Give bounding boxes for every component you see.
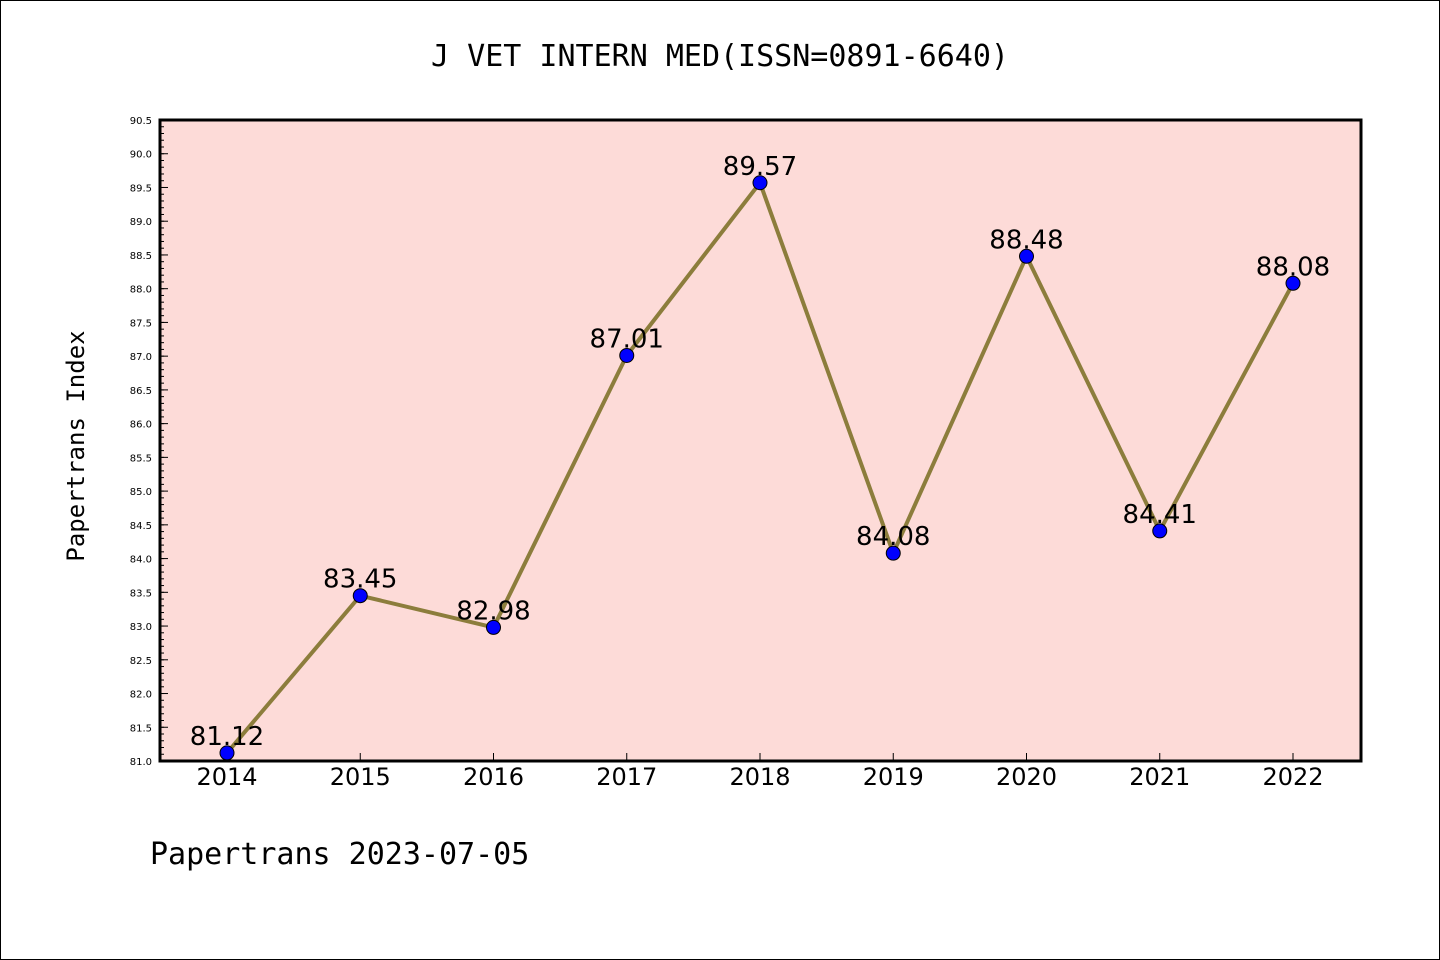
y-tick-label: 86.5 bbox=[130, 386, 152, 397]
plot-area bbox=[160, 120, 1361, 761]
data-label: 84.41 bbox=[1123, 500, 1197, 530]
x-tick-label: 2022 bbox=[1262, 763, 1323, 791]
data-point bbox=[1152, 523, 1168, 539]
y-tick-label: 85.5 bbox=[130, 453, 152, 464]
data-point bbox=[352, 588, 368, 604]
x-tick-label: 2014 bbox=[196, 763, 257, 791]
y-tick-label: 87.0 bbox=[130, 352, 152, 363]
data-label: 87.01 bbox=[590, 324, 664, 354]
y-tick-label: 83.0 bbox=[130, 622, 152, 633]
data-label: 83.45 bbox=[323, 565, 397, 595]
x-tick-label: 2016 bbox=[463, 763, 524, 791]
data-point bbox=[619, 347, 635, 363]
y-tick-label: 82.0 bbox=[130, 690, 152, 701]
data-label: 82.98 bbox=[456, 596, 530, 626]
chart-title: J VET INTERN MED(ISSN=0891-6640) bbox=[431, 39, 1009, 74]
x-tick-label: 2018 bbox=[729, 763, 790, 791]
footer-text: Papertrans 2023-07-05 bbox=[150, 837, 529, 872]
y-axis: 81.0 81.5 82.0 82.5 83.0 83.5 84.0 84.5 85.0 85.5… bbox=[130, 116, 168, 768]
y-tick-label: 84.5 bbox=[130, 521, 152, 532]
series-markers bbox=[219, 175, 1301, 761]
data-label: 81.12 bbox=[190, 722, 264, 752]
x-axis: 2014 2015 2016 2017 2018 2019 2020 2021 2022 bbox=[196, 753, 1324, 791]
y-tick-label: 89.5 bbox=[130, 183, 152, 194]
x-tick-label: 2015 bbox=[330, 763, 391, 791]
data-point bbox=[1019, 248, 1034, 264]
y-tick-label: 82.5 bbox=[130, 656, 152, 667]
x-tick-label: 2017 bbox=[596, 763, 657, 791]
data-label: 88.48 bbox=[989, 225, 1063, 255]
y-tick-label: 90.0 bbox=[130, 150, 152, 161]
data-point bbox=[486, 619, 501, 635]
data-labels: 81.12 83.45 82.98 87.01 89.57 84.08 88.48 84.41… bbox=[190, 152, 1330, 752]
y-tick-label: 83.5 bbox=[130, 588, 152, 599]
y-tick-label: 88.0 bbox=[130, 285, 152, 296]
y-tick-label: 85.0 bbox=[130, 487, 152, 498]
y-tick-label: 86.0 bbox=[130, 420, 152, 431]
y-tick-label: 87.5 bbox=[130, 318, 152, 329]
data-label: 88.08 bbox=[1256, 252, 1330, 282]
x-tick-label: 2021 bbox=[1129, 763, 1190, 791]
y-tick-label: 81.0 bbox=[130, 757, 152, 768]
y-tick-label: 81.5 bbox=[130, 723, 152, 734]
data-point bbox=[1285, 275, 1301, 291]
y-tick-label: 90.5 bbox=[130, 116, 152, 127]
data-point bbox=[885, 545, 901, 561]
y-axis-label: Papertrans Index bbox=[62, 330, 90, 561]
data-point bbox=[752, 175, 768, 191]
y-tick-label: 84.0 bbox=[130, 555, 152, 566]
plot-border bbox=[158, 118, 1363, 763]
y-tick-label: 89.0 bbox=[130, 217, 152, 228]
data-label: 84.08 bbox=[856, 522, 930, 552]
data-label: 89.57 bbox=[723, 152, 797, 182]
x-tick-label: 2020 bbox=[996, 763, 1057, 791]
y-tick-label: 88.5 bbox=[130, 251, 152, 262]
x-tick-label: 2019 bbox=[863, 763, 924, 791]
